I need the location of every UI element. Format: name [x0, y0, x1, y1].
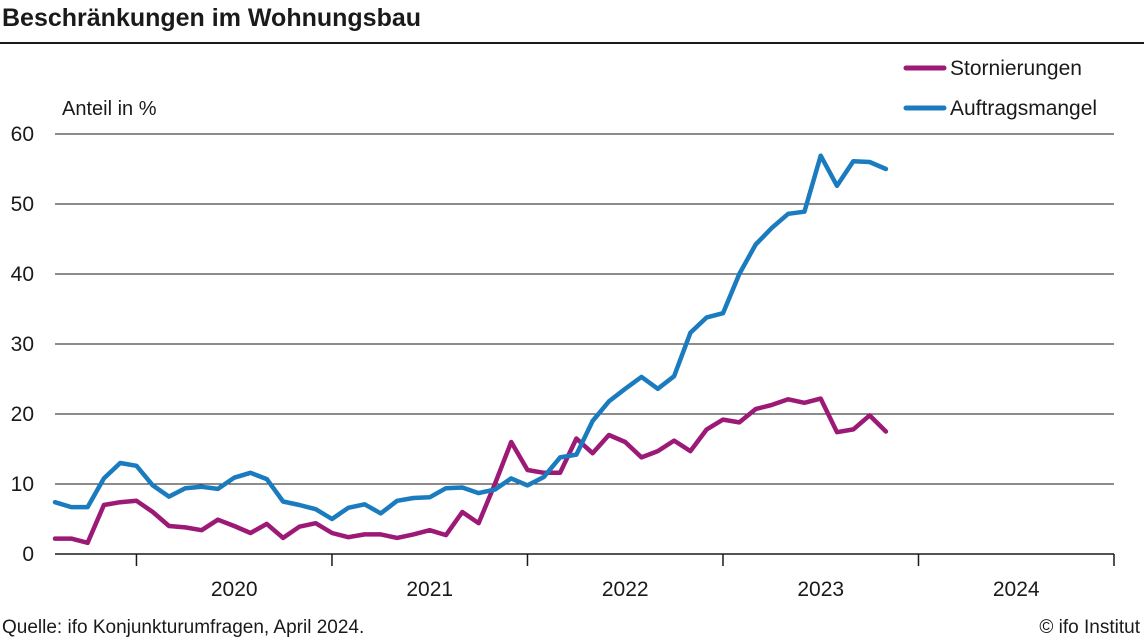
- chart-title: Beschränkungen im Wohnungsbau: [2, 4, 422, 32]
- y-tick-label-30: 30: [11, 333, 34, 356]
- legend-label-auftragsmangel: Auftragsmangel: [950, 97, 1097, 120]
- series-line-stornierungen: [52, 396, 889, 546]
- x-tick-label-2024: 2024: [993, 578, 1040, 601]
- y-tick-label-60: 60: [11, 123, 34, 146]
- y-tick-label-20: 20: [11, 403, 34, 426]
- y-tick-label-0: 0: [22, 543, 34, 566]
- y-axis-label: Anteil in %: [62, 98, 157, 120]
- legend: Stornierungen Auftragsmangel: [903, 57, 1097, 120]
- source-note: Quelle: ifo Konjunkturumfragen, April 20…: [2, 617, 365, 638]
- series-line-auftragsmangel: [52, 153, 889, 522]
- series-lines: [52, 153, 889, 546]
- x-axis: 2020 2021 2022 2023 2024: [55, 553, 1115, 601]
- x-tick-label-2022: 2022: [602, 578, 649, 601]
- x-tick-label-2023: 2023: [797, 578, 844, 601]
- y-tick-label-50: 50: [11, 193, 34, 216]
- title-rule: [0, 42, 1144, 44]
- y-tick-labels: 0 10 20 30 40 50 60: [11, 123, 34, 566]
- x-tick-label-2021: 2021: [406, 578, 453, 601]
- gridlines: [55, 133, 1114, 485]
- x-tick-label-2020: 2020: [211, 578, 258, 601]
- y-tick-label-40: 40: [11, 263, 34, 286]
- y-tick-label-10: 10: [11, 473, 34, 496]
- credit-note: © ifo Institut: [1039, 617, 1140, 638]
- legend-label-stornierungen: Stornierungen: [950, 57, 1082, 80]
